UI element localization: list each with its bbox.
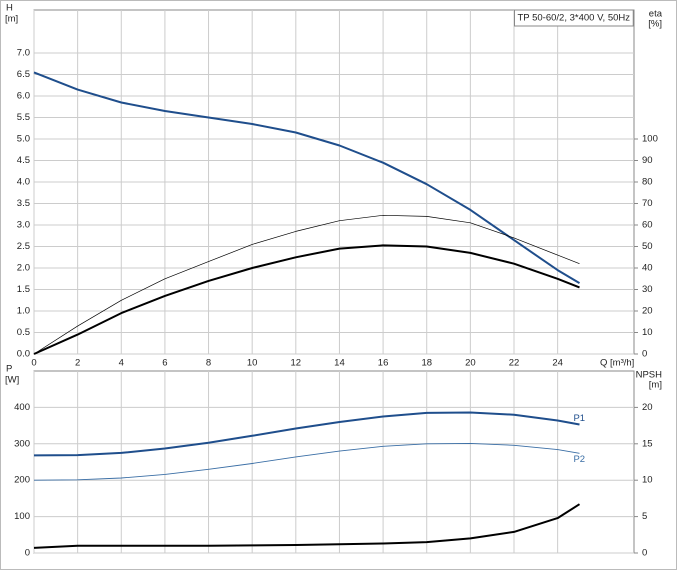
y2-tick-label: 10: [642, 327, 653, 338]
y2-tick-label: 30: [642, 284, 653, 295]
y2-tick-label: 60: [642, 220, 653, 231]
x-tick-label: 24: [552, 358, 563, 369]
y2-axis-label: eta: [649, 9, 663, 20]
y-tick-label: 6.0: [17, 91, 30, 102]
series-label: P2: [573, 454, 585, 465]
y2-axis-label: NPSH: [636, 370, 663, 381]
x-tick-label: 10: [247, 358, 258, 369]
x-tick-label: 6: [162, 358, 167, 369]
y-tick-label: 4.5: [17, 155, 30, 166]
y-axis-label: P: [6, 364, 12, 375]
annotation: TP 50-60/2, 3*400 V, 50Hz: [518, 13, 631, 24]
x-tick-label: 14: [334, 358, 345, 369]
x-tick-label: 20: [465, 358, 476, 369]
annotation-box: [514, 9, 634, 27]
x-tick-label: 12: [291, 358, 302, 369]
y-tick-label: 300: [14, 438, 30, 449]
y2-tick-label: 100: [642, 134, 658, 145]
y2-tick-label: 20: [642, 306, 653, 317]
y-tick-label: 3.0: [17, 220, 30, 231]
y2-tick-label: 80: [642, 177, 653, 188]
y-tick-label: 0.0: [17, 349, 30, 360]
y-tick-label: 200: [14, 475, 30, 486]
y-tick-label: 1.5: [17, 284, 30, 295]
x-tick-label: 16: [378, 358, 389, 369]
curve: [33, 214, 580, 355]
y-tick-label: 2.5: [17, 241, 30, 252]
y2-tick-label: 5: [642, 511, 647, 522]
y2-tick-label: 50: [642, 241, 653, 252]
y2-tick-label: 15: [642, 438, 653, 449]
y2-tick-label: 10: [642, 475, 653, 486]
curve: [33, 411, 580, 457]
x-tick-label: 0: [31, 358, 36, 369]
x-axis-label: Q [m³/h]: [600, 358, 634, 369]
y-tick-label: 4.0: [17, 177, 30, 188]
x-tick-label: 18: [421, 358, 432, 369]
x-tick-label: 22: [509, 358, 520, 369]
curve: [33, 503, 581, 549]
y-tick-label: 5.0: [17, 134, 30, 145]
y-tick-label: 7.0: [17, 48, 30, 59]
y-tick-label: 1.0: [17, 306, 30, 317]
y-axis-unit: [m]: [5, 14, 18, 25]
y-axis-unit: [W]: [5, 375, 19, 386]
y2-tick-label: 40: [642, 263, 653, 274]
y-tick-label: 6.5: [17, 69, 30, 80]
y2-axis-unit: [%]: [648, 19, 662, 30]
y-axis-label: H: [6, 3, 13, 14]
y-tick-label: 2.0: [17, 263, 30, 274]
y-tick-label: 400: [14, 402, 30, 413]
series-label: P1: [573, 413, 585, 424]
plot-area: [33, 370, 635, 554]
curve: [33, 244, 580, 355]
y-tick-label: 0: [25, 548, 30, 559]
y2-axis-unit: [m]: [649, 380, 662, 391]
y2-tick-label: 90: [642, 155, 653, 166]
x-tick-label: 2: [75, 358, 80, 369]
x-tick-label: 4: [119, 358, 124, 369]
y2-tick-label: 20: [642, 402, 653, 413]
y-tick-label: 3.5: [17, 198, 30, 209]
curve: [33, 442, 580, 481]
x-tick-label: 8: [206, 358, 211, 369]
y-tick-label: 100: [14, 511, 30, 522]
y-tick-label: 0.5: [17, 327, 30, 338]
y-tick-label: 5.5: [17, 112, 30, 123]
y2-tick-label: 70: [642, 198, 653, 209]
y2-tick-label: 0: [642, 349, 647, 360]
y2-tick-label: 0: [642, 548, 647, 559]
